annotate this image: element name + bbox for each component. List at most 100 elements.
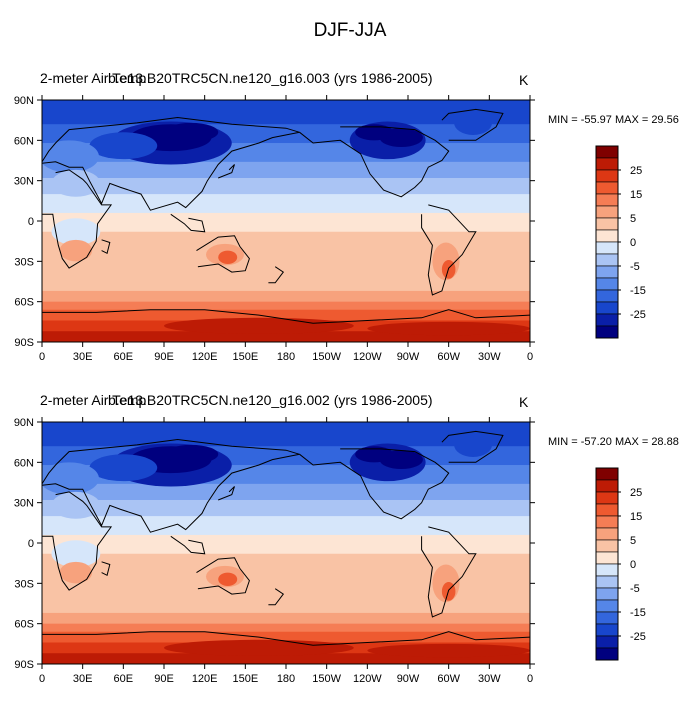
- colorbar-label: -25: [630, 631, 646, 643]
- coastline: [218, 486, 235, 501]
- coastline: [268, 588, 285, 606]
- contour-region: [272, 270, 295, 285]
- map-panel-2: 90N 60N 30N 0 30S 60S 90S 0 30E 60E 90E 120E 150E 180…: [0, 388, 700, 708]
- lon-label: 30E: [73, 673, 93, 685]
- contour-region: [164, 122, 219, 142]
- lon-label: 30W: [478, 351, 501, 363]
- colorbar-label: 15: [630, 189, 642, 201]
- contour-band: [42, 331, 530, 342]
- colorbar: 25 15 5 0 -5 -15 -25: [595, 145, 646, 339]
- figure-title: DJF-JJA: [313, 20, 387, 41]
- lon-label: 0: [527, 351, 533, 363]
- contour-region: [454, 110, 493, 135]
- contour-band: [42, 309, 530, 321]
- colorbar-label: -15: [630, 607, 646, 619]
- coastline: [42, 438, 300, 533]
- colorbar-cell: [595, 515, 619, 529]
- colorbar-label: -15: [630, 285, 646, 297]
- lat-label: 90S: [14, 659, 34, 671]
- contour-region: [59, 561, 93, 584]
- coastline: [196, 557, 250, 595]
- colorbar-cell: [595, 635, 619, 649]
- colorbar-cell: [595, 253, 619, 267]
- colorbar-cell: [595, 647, 619, 661]
- map-plot: 90N 60N 30N 0 30S 60S 90S 0 30E 60E 90E 120E 150E 180…: [14, 95, 535, 363]
- contour-region: [42, 462, 99, 495]
- contour-band: [42, 194, 530, 214]
- lon-label: 150W: [312, 673, 341, 685]
- lon-label: 120E: [192, 351, 218, 363]
- coastline: [268, 266, 285, 284]
- colorbar-cell: [595, 181, 619, 195]
- colorbar-cell: [595, 157, 619, 171]
- lon-label: 180: [277, 673, 295, 685]
- lat-label: 90N: [14, 95, 34, 107]
- lon-label: 60W: [437, 351, 460, 363]
- lon-label: 60E: [114, 351, 134, 363]
- colorbar-cell: [595, 539, 619, 553]
- lon-label: 90W: [397, 673, 420, 685]
- contour-region: [164, 639, 354, 656]
- contour-region: [51, 540, 101, 568]
- coastline: [196, 235, 250, 273]
- temperature-field: [42, 422, 530, 664]
- contour-band: [42, 301, 530, 311]
- lat-label: 30S: [14, 256, 34, 268]
- lon-label: 120E: [192, 673, 218, 685]
- colorbar-cell: [595, 313, 619, 327]
- lon-label: 150W: [312, 351, 341, 363]
- contour-region: [367, 643, 530, 658]
- case-label: b.e13.B20TRC5CN.ne120_g16.003 (yrs 1986-…: [108, 70, 433, 86]
- colorbar-label: 25: [630, 487, 642, 499]
- contour-band: [42, 290, 530, 303]
- colorbar-cell: [595, 491, 619, 505]
- colorbar-cell: [595, 265, 619, 279]
- lon-label: 180: [277, 351, 295, 363]
- coastline: [42, 631, 530, 646]
- colorbar-label: -5: [630, 261, 640, 273]
- contour-band: [42, 534, 530, 555]
- coastline: [42, 491, 113, 591]
- coastline: [42, 309, 530, 324]
- colorbar-cell: [595, 241, 619, 255]
- contour-region: [272, 592, 295, 607]
- contour-region: [51, 491, 101, 519]
- contour-band: [42, 653, 530, 664]
- colorbar-label: -25: [630, 309, 646, 321]
- colorbar-cell: [595, 229, 619, 243]
- contour-region: [89, 132, 158, 160]
- coastline: [42, 116, 300, 211]
- colorbar-label: 0: [630, 559, 636, 571]
- lon-label: 120W: [353, 351, 382, 363]
- colorbar-cell: [595, 217, 619, 231]
- contour-band: [42, 161, 530, 179]
- lat-label: 90S: [14, 337, 34, 349]
- map-panel-1: 90N 60N 30N 0 30S 60S 90S 0 30E 60E 90E 120E 150E 180…: [0, 66, 700, 386]
- colorbar-cell: [595, 563, 619, 577]
- contour-band: [42, 422, 530, 447]
- case-label: b.e13.B20TRC5CN.ne120_g16.002 (yrs 1986-…: [108, 392, 433, 408]
- contour-region: [51, 218, 101, 246]
- contour-region: [454, 432, 493, 457]
- lon-label: 150E: [232, 351, 258, 363]
- colorbar-cell: [595, 301, 619, 315]
- temperature-field: [42, 100, 530, 342]
- coastline: [441, 108, 504, 141]
- lon-label: 30W: [478, 673, 501, 685]
- colorbar-cell: [595, 193, 619, 207]
- colorbar-cell: [595, 467, 619, 481]
- colorbar-cell: [595, 503, 619, 517]
- colorbar-label: 5: [630, 213, 636, 225]
- lon-label: 30E: [73, 351, 93, 363]
- lon-label: 120W: [353, 673, 382, 685]
- contour-region: [164, 317, 354, 334]
- contour-region: [355, 446, 394, 463]
- coastline: [299, 126, 450, 198]
- contour-region: [367, 321, 530, 336]
- units-label: K: [519, 394, 529, 410]
- contour-band: [42, 483, 530, 501]
- colorbar-cell: [595, 289, 619, 303]
- contour-region: [59, 239, 93, 262]
- lat-label: 30S: [14, 578, 34, 590]
- colorbar-cell: [595, 611, 619, 625]
